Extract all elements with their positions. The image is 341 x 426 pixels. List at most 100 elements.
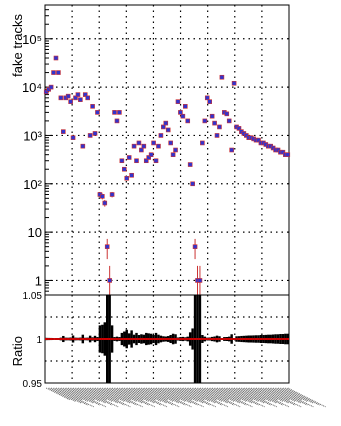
x-tick-label-mark (197, 387, 229, 404)
main-data-point (151, 140, 156, 146)
main-data-point (107, 278, 112, 283)
x-tick-label-mark (111, 387, 143, 404)
main-data-point (124, 175, 130, 181)
main-data-point (102, 200, 108, 206)
main-data-point (60, 129, 66, 134)
x-tick-label-mark (236, 387, 271, 406)
main-data-point (85, 95, 90, 101)
x-tick-label-mark (194, 387, 223, 402)
ratio-y-label: Ratio (10, 336, 25, 366)
main-data-point (212, 120, 217, 126)
main-data-point (158, 133, 164, 138)
x-tick-label-mark (246, 387, 278, 404)
main-y-axis: 1 10 10² 10³ 10⁴ 10⁵ (22, 4, 53, 296)
main-data-point (136, 140, 142, 146)
main-data-point (156, 143, 161, 149)
main-data-point (143, 158, 149, 164)
ratio-y-tick-label: 0.95 (23, 379, 43, 390)
main-data-point (204, 95, 210, 101)
x-tick-label-mark (109, 387, 137, 402)
x-tick-label-mark (207, 387, 235, 402)
x-tick-label-mark (146, 387, 174, 402)
main-plot-frame (44, 4, 290, 296)
x-tick-label-mark (131, 387, 156, 401)
x-tick-label-mark (204, 387, 229, 401)
main-data-point (214, 133, 220, 138)
main-data-point (131, 143, 137, 149)
main-data-point (256, 137, 261, 143)
x-tick-label-mark (285, 387, 320, 406)
main-data-point (200, 140, 205, 146)
main-data-point (112, 110, 117, 115)
main-y-label: fake tracks (10, 14, 25, 77)
x-tick-label-mark (102, 387, 137, 406)
x-tick-label-mark (172, 387, 204, 404)
main-data-point (90, 104, 95, 109)
main-data-point (51, 70, 56, 75)
x-tick-label-mark (192, 387, 217, 401)
x-tick-label-mark (170, 387, 198, 402)
x-tick-label-mark (163, 387, 198, 406)
x-tick-label-mark (136, 387, 168, 404)
main-y-tick-label: 10⁴ (22, 80, 42, 95)
x-tick-label-mark (87, 387, 119, 404)
main-data-point (114, 118, 120, 124)
main-plot: 1 10 10² 10³ 10⁴ 10⁵ fake tracks (10, 4, 291, 296)
x-tick-label-mark (253, 387, 278, 401)
x-tick-label-mark (216, 387, 241, 401)
x-tick-labels (46, 387, 326, 408)
main-data-point (168, 140, 173, 146)
main-data-point (163, 120, 169, 126)
main-data-point (109, 192, 115, 197)
main-data-point (226, 118, 232, 124)
main-data-point (178, 110, 183, 115)
main-y-tick-label: 1 (35, 273, 42, 288)
main-data-point (173, 147, 178, 153)
x-tick-label-mark (199, 387, 235, 406)
x-tick-label-mark (121, 387, 150, 402)
x-tick-label-mark (65, 387, 101, 406)
main-data-point (209, 113, 215, 119)
x-tick-label-mark (182, 387, 211, 402)
x-tick-label-mark (280, 387, 308, 402)
main-data-point (48, 84, 54, 90)
main-data-point (117, 110, 122, 115)
main-data-point (43, 89, 49, 95)
main-data-point (224, 111, 230, 117)
main-data-point (92, 131, 98, 136)
main-data-point (68, 99, 73, 104)
main-data-point (207, 99, 212, 104)
main-data-point (53, 55, 59, 61)
main-data-point (73, 95, 78, 101)
x-tick-label-mark (209, 387, 241, 404)
main-data-point (65, 93, 71, 99)
x-tick-label-mark (175, 387, 210, 406)
main-data-point (141, 143, 147, 149)
main-data-point (146, 155, 151, 160)
main-data-point (95, 110, 100, 115)
x-tick-label-mark (48, 387, 76, 402)
x-tick-label-mark (224, 387, 259, 406)
x-tick-label-mark (168, 387, 192, 401)
x-tick-label-mark (150, 387, 186, 406)
main-data-point (187, 162, 193, 167)
x-tick-label-mark (265, 387, 290, 401)
x-tick-label-mark (143, 387, 168, 401)
x-tick-label-mark (126, 387, 162, 406)
x-tick-label-mark (107, 387, 131, 401)
main-data-point (148, 152, 154, 157)
main-data-point (229, 147, 234, 153)
main-data-point (197, 278, 203, 283)
main-data-point (87, 133, 93, 138)
main-data-point (56, 70, 61, 75)
main-data-point (183, 104, 188, 109)
ratio-plot: 0.95 1 1.05 Ratio (10, 291, 290, 390)
main-y-tick-label: 10 (28, 225, 42, 240)
x-tick-label-mark (148, 387, 180, 404)
x-tick-label-mark (258, 387, 290, 404)
x-tick-label-mark (158, 387, 186, 402)
main-data-point (280, 149, 286, 155)
x-tick-label-mark (187, 387, 223, 406)
x-tick-label-mark (185, 387, 217, 404)
main-y-tick-label: 10⁵ (22, 32, 42, 47)
